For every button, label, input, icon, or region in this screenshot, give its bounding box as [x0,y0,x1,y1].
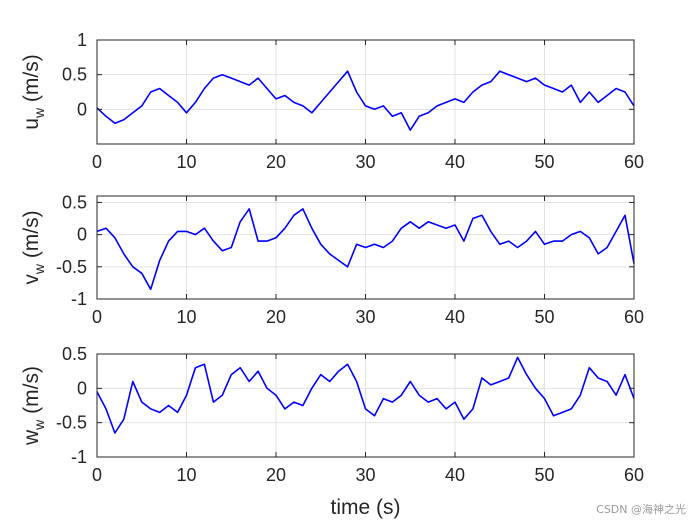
y-tick-label: -0.5 [56,413,87,433]
x-tick-label: 20 [266,465,286,485]
x-tick-label: 30 [355,307,375,327]
x-axis-label: time (s) [331,496,401,519]
y-tick-label: -1 [71,289,87,309]
x-tick-label: 10 [176,152,196,172]
x-tick-label: 50 [534,152,554,172]
x-tick-label: 40 [445,307,465,327]
x-tick-label: 50 [534,465,554,485]
y-tick-label: -1 [71,447,87,467]
x-tick-label: 10 [176,465,196,485]
x-tick-label: 30 [355,152,375,172]
x-tick-label: 0 [92,152,102,172]
x-tick-label: 60 [624,465,644,485]
subplot-vw: 0 10 20 30 40 50 60 -1 -0.5 0 0.5 vw (m/s) [20,192,644,327]
x-tick-label: 60 [624,307,644,327]
x-tick-label: 30 [355,465,375,485]
x-tick-label: 40 [445,465,465,485]
y-axis-label: vw (m/s) [20,210,47,284]
x-tick-label: 60 [624,152,644,172]
y-tick-label: 0.5 [62,192,87,212]
x-tick-label: 20 [266,152,286,172]
x-tick-label: 40 [445,152,465,172]
y-axis-label: uw (m/s) [20,54,47,129]
y-tick-label: 0 [77,225,87,245]
subplot-uw: 0 10 20 30 40 50 60 0 0.5 1 uw (m/s) [20,30,644,172]
y-tick-label: 0.5 [62,344,87,364]
subplot-ww: 0 10 20 30 40 50 60 -1 -0.5 0 0.5 ww (m/s) time (s) [20,344,644,519]
y-tick-label: 0 [77,378,87,398]
y-tick-label: 0 [77,99,87,119]
x-tick-label: 10 [176,307,196,327]
x-tick-label: 50 [534,307,554,327]
watermark-text: CSDN @海神之光 [596,503,686,516]
x-tick-label: 0 [92,465,102,485]
y-axis-label: ww (m/s) [20,366,47,446]
y-tick-label: 1 [77,30,87,50]
y-tick-label: 0.5 [62,65,87,85]
x-tick-label: 20 [266,307,286,327]
x-tick-label: 0 [92,307,102,327]
y-tick-label: -0.5 [56,257,87,277]
